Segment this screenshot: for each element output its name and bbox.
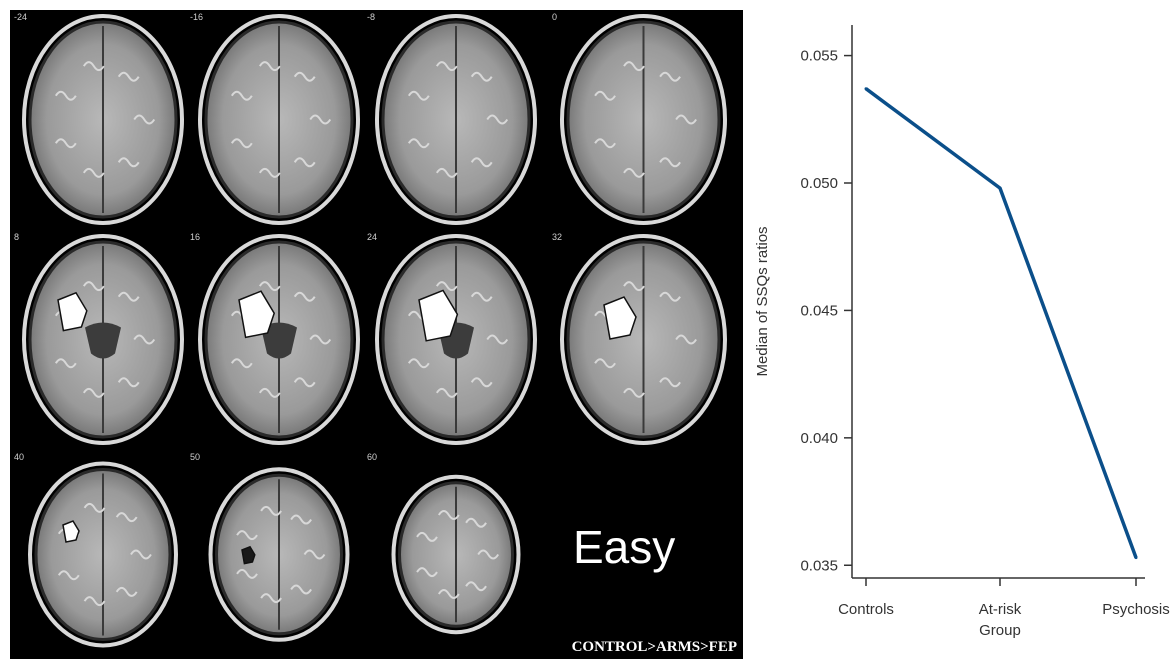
- y-axis-title: Median of SSQs ratios: [754, 226, 771, 376]
- y-tick-label: 0.045: [800, 302, 838, 319]
- activation-cluster: [62, 520, 80, 543]
- brain-slice: [198, 14, 360, 225]
- brain-slice: [560, 234, 727, 445]
- x-tick-label: Psychosis: [1102, 601, 1170, 618]
- y-tick-label: 0.035: [800, 557, 838, 574]
- brain-slice: [22, 14, 184, 225]
- activation-cluster: [603, 296, 637, 340]
- line-chart: 0.055 0.050 0.045 0.040 0.035 Controls At-ris…: [754, 25, 1170, 639]
- data-point: [1134, 556, 1138, 560]
- series-line-group: [864, 87, 1138, 560]
- x-tick-label: Controls: [838, 601, 894, 618]
- brain-slice: [375, 234, 537, 445]
- data-point: [998, 186, 1002, 190]
- brain-slice: [208, 467, 350, 642]
- slice-label: 32: [552, 232, 563, 242]
- y-axis: 0.055 0.050 0.045 0.040 0.035: [800, 25, 853, 578]
- activation-cluster: [238, 290, 276, 339]
- brain-slice: [375, 14, 537, 225]
- brain-slice: [198, 234, 360, 445]
- activation-cluster: [418, 289, 459, 342]
- brain-slice: [22, 234, 184, 445]
- slice-label: 8: [14, 232, 20, 242]
- series-line: [864, 87, 1138, 559]
- slice-label: 50: [190, 452, 201, 462]
- slice-label: -24: [14, 12, 28, 22]
- slice-label: 24: [367, 232, 378, 242]
- brain-slice: [391, 474, 521, 635]
- y-tick-label: 0.050: [800, 175, 838, 192]
- slice-label: 0: [552, 12, 558, 22]
- brain-slice: [560, 14, 727, 225]
- mri-slices-image: [22, 14, 727, 648]
- x-axis-title: Group: [979, 622, 1021, 639]
- y-tick-label: 0.040: [800, 430, 838, 447]
- x-tick-label: At-risk: [979, 601, 1022, 618]
- activation-cluster: [241, 545, 256, 565]
- mri-slices-panel: -24 -16 -8 0 8 16 24 32 40 50 60 Easy CONTROL>ARMS…: [10, 10, 743, 659]
- slice-label: 40: [14, 452, 25, 462]
- slice-label: 16: [190, 232, 201, 242]
- slice-label: 60: [367, 452, 378, 462]
- condition-label: Easy: [573, 521, 676, 573]
- slice-label: -16: [190, 12, 204, 22]
- data-point: [864, 87, 868, 91]
- brain-slice: [28, 461, 178, 648]
- activation-cluster: [57, 291, 88, 332]
- y-tick-label: 0.055: [800, 48, 838, 65]
- contrast-label: CONTROL>ARMS>FEP: [571, 639, 737, 655]
- x-axis: Controls At-risk Psychosis: [838, 577, 1170, 618]
- slice-label: -8: [367, 12, 376, 22]
